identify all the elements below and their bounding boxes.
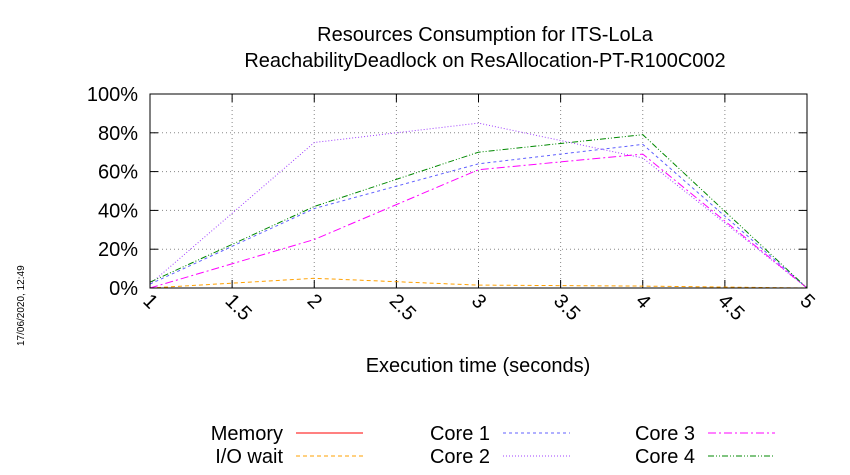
x-axis-label: Execution time (seconds) bbox=[366, 355, 591, 377]
x-tick-label: 2 bbox=[303, 290, 326, 313]
x-tick-label: 3.5 bbox=[549, 290, 584, 325]
legend-label: Core 2 bbox=[430, 446, 490, 468]
legend-label: I/O wait bbox=[215, 446, 283, 468]
timestamp-stamp: 17/06/2020, 12:49 bbox=[16, 265, 27, 346]
x-tick-label: 1.5 bbox=[221, 290, 256, 325]
chart-title-line-2: ReachabilityDeadlock on ResAllocation-PT… bbox=[244, 50, 725, 72]
y-tick-label: 60% bbox=[98, 162, 138, 184]
series-line-core-4 bbox=[149, 134, 808, 289]
x-axis-ticks: 1 1.5 2 2.5 3 3.5 4 4.5 5 bbox=[138, 94, 819, 325]
series-line-core-2 bbox=[149, 122, 808, 289]
series-line-core-3 bbox=[149, 153, 808, 289]
y-tick-label: 0% bbox=[109, 278, 138, 300]
plot-frame bbox=[149, 93, 808, 289]
series-line-core-1 bbox=[149, 143, 808, 289]
legend-label: Core 4 bbox=[635, 446, 695, 468]
x-tick-label: 5 bbox=[795, 290, 818, 313]
x-tick-label: 2.5 bbox=[385, 290, 420, 325]
x-tick-label: 1 bbox=[138, 290, 161, 313]
series-line-i-o-wait bbox=[149, 277, 808, 289]
x-tick-label: 4 bbox=[631, 290, 654, 313]
legend-label: Memory bbox=[211, 423, 283, 445]
grid bbox=[150, 94, 807, 288]
y-tick-label: 20% bbox=[98, 239, 138, 261]
series-lines bbox=[149, 122, 808, 289]
x-tick-label: 3 bbox=[467, 290, 490, 313]
y-tick-label: 80% bbox=[98, 123, 138, 145]
chart-title-line-1: Resources Consumption for ITS-LoLa bbox=[317, 24, 654, 46]
y-tick-label: 100% bbox=[87, 84, 138, 106]
x-tick-label: 4.5 bbox=[713, 290, 748, 325]
y-axis-ticks: 0% 20% 40% 60% 80% 100% bbox=[87, 84, 807, 300]
legend-label: Core 3 bbox=[635, 423, 695, 445]
legend-label: Core 1 bbox=[430, 423, 490, 445]
y-tick-label: 40% bbox=[98, 200, 138, 222]
